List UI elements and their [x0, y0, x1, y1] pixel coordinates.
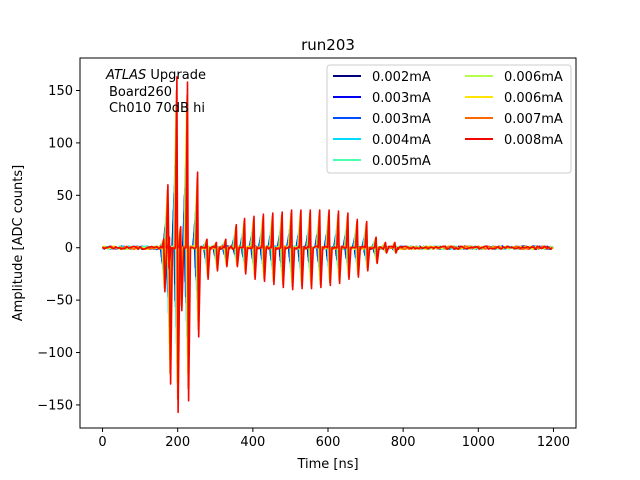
x-tick-label: 400: [240, 435, 265, 450]
x-tick-label: 1200: [537, 435, 570, 450]
series-group: [101, 76, 554, 414]
y-tick-label: 100: [48, 136, 73, 151]
atlas-italic: ATLAS: [105, 68, 146, 83]
x-tick-label: 600: [316, 435, 341, 450]
y-tick-label: 50: [56, 189, 73, 204]
board-label: Board260: [109, 85, 172, 100]
x-axis: 0 200 400 600 800 1000 1200: [98, 428, 570, 450]
legend-label: 0.005mA: [372, 154, 431, 169]
legend-label: 0.002mA: [372, 70, 431, 85]
y-tick-label: −50: [46, 294, 73, 309]
channel-label: Ch010 70dB hi: [109, 101, 205, 116]
legend-label: 0.003mA: [372, 112, 431, 127]
y-tick-label: −100: [37, 346, 73, 361]
legend-box: [326, 64, 572, 174]
series-line: [101, 76, 553, 414]
x-tick-label: 200: [165, 435, 190, 450]
y-tick-label: 0: [65, 241, 73, 256]
y-tick-label: −150: [37, 398, 73, 413]
y-axis-label: Amplitude [ADC counts]: [11, 165, 26, 321]
legend-label: 0.007mA: [504, 112, 563, 127]
atlas-label: ATLAS Upgrade: [105, 68, 206, 83]
y-tick-label: 150: [48, 84, 73, 99]
y-axis: −150 −100 −50 0 50 100 150: [37, 84, 80, 413]
legend: 0.002mA 0.003mA 0.003mA 0.004mA 0.005mA 0.006…: [326, 64, 572, 174]
legend-label: 0.003mA: [372, 91, 431, 106]
legend-label: 0.008mA: [504, 133, 563, 148]
atlas-suffix: Upgrade: [146, 68, 206, 83]
legend-label: 0.006mA: [504, 91, 563, 106]
x-tick-label: 1000: [462, 435, 495, 450]
x-tick-label: 800: [391, 435, 416, 450]
legend-label: 0.006mA: [504, 70, 563, 85]
legend-label: 0.004mA: [372, 133, 431, 148]
x-axis-label: Time [ns]: [296, 457, 358, 472]
chart-title: run203: [301, 36, 355, 54]
x-tick-label: 0: [98, 435, 106, 450]
